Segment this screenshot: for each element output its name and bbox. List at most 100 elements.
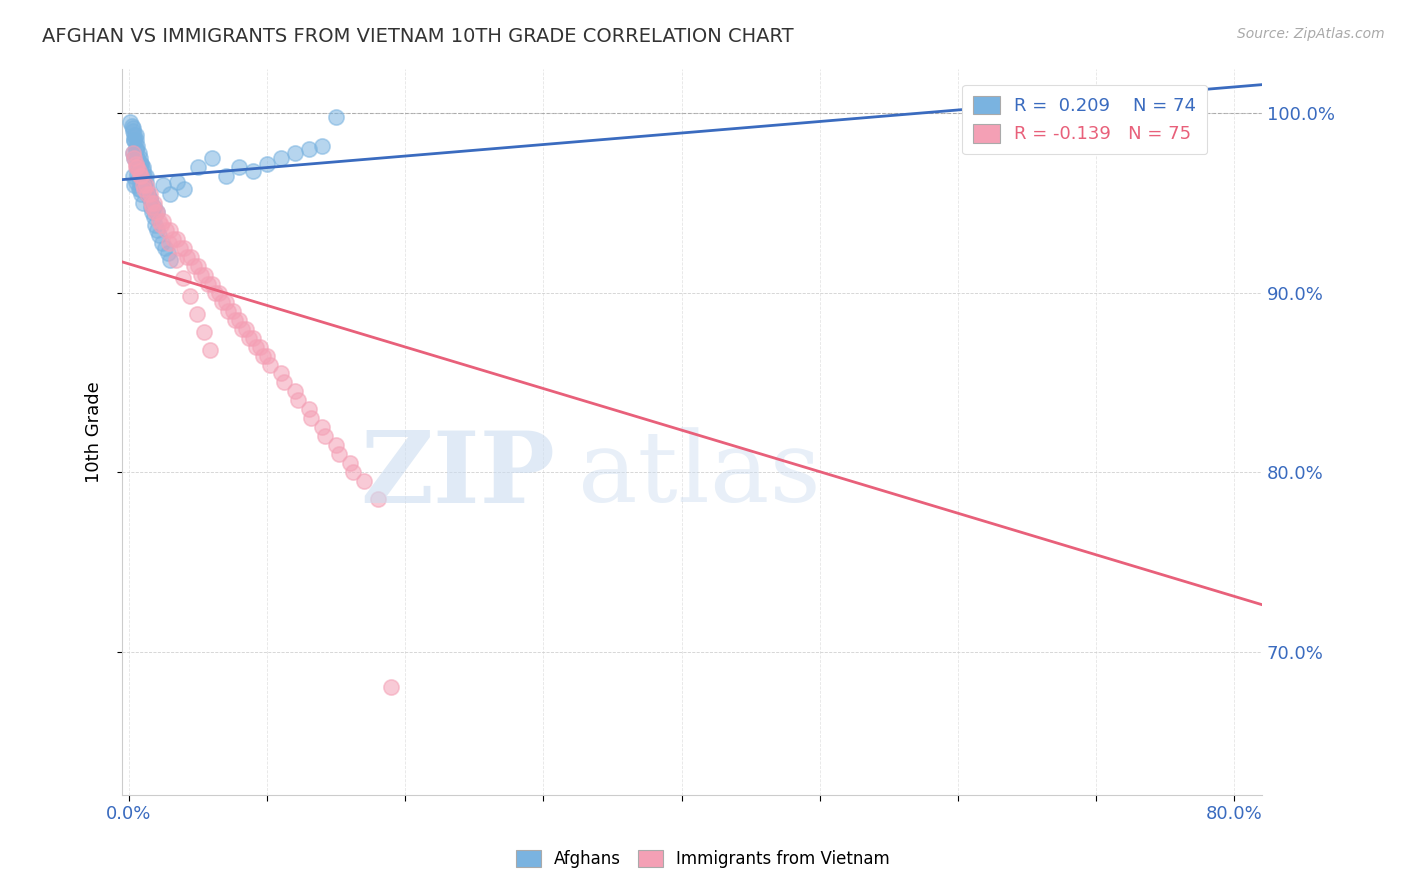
Point — [145, 205, 167, 219]
Point — [162, 232, 184, 246]
Point — [215, 169, 238, 183]
Point — [135, 187, 157, 202]
Point — [128, 163, 150, 178]
Point — [124, 128, 146, 142]
Point — [176, 250, 198, 264]
Point — [256, 349, 278, 363]
Point — [194, 268, 217, 282]
Point — [166, 232, 188, 246]
Point — [180, 250, 202, 264]
Point — [124, 151, 146, 165]
Point — [129, 182, 152, 196]
Point — [150, 235, 173, 250]
Point — [120, 115, 142, 129]
Point — [145, 205, 167, 219]
Point — [270, 151, 292, 165]
Point — [124, 151, 146, 165]
Point — [129, 169, 152, 183]
Point — [122, 169, 145, 183]
Point — [299, 411, 322, 425]
Point — [122, 120, 145, 135]
Point — [135, 175, 157, 189]
Point — [211, 294, 233, 309]
Point — [325, 110, 347, 124]
Point — [128, 163, 150, 178]
Point — [131, 156, 153, 170]
Point — [138, 193, 160, 207]
Point — [128, 182, 150, 196]
Text: Source: ZipAtlas.com: Source: ZipAtlas.com — [1237, 27, 1385, 41]
Point — [132, 196, 155, 211]
Point — [325, 438, 347, 452]
Point — [124, 133, 146, 147]
Point — [131, 187, 153, 202]
Point — [353, 474, 375, 488]
Point — [235, 321, 257, 335]
Point — [139, 200, 162, 214]
Point — [132, 163, 155, 178]
Point — [200, 343, 222, 358]
Point — [121, 119, 143, 133]
Point — [173, 241, 195, 255]
Point — [148, 228, 170, 243]
Y-axis label: 10th Grade: 10th Grade — [86, 381, 103, 483]
Point — [142, 196, 165, 211]
Point — [127, 160, 149, 174]
Point — [139, 196, 162, 211]
Point — [153, 241, 176, 255]
Point — [131, 156, 153, 170]
Point — [131, 169, 153, 183]
Point — [273, 376, 295, 390]
Point — [217, 303, 239, 318]
Point — [172, 271, 194, 285]
Point — [136, 187, 159, 202]
Point — [127, 160, 149, 174]
Point — [197, 277, 219, 291]
Point — [143, 218, 166, 232]
Point — [159, 187, 181, 202]
Point — [249, 340, 271, 354]
Point — [187, 160, 209, 174]
Point — [201, 277, 224, 291]
Point — [270, 367, 292, 381]
Point — [134, 182, 156, 196]
Point — [127, 167, 149, 181]
Point — [129, 151, 152, 165]
Point — [141, 205, 163, 219]
Point — [242, 330, 264, 344]
Point — [134, 169, 156, 183]
Point — [173, 182, 195, 196]
Point — [190, 268, 212, 282]
Point — [314, 429, 336, 443]
Point — [135, 187, 157, 202]
Point — [311, 138, 333, 153]
Point — [125, 156, 148, 170]
Point — [143, 205, 166, 219]
Point — [166, 175, 188, 189]
Point — [380, 681, 402, 695]
Point — [193, 325, 215, 339]
Point — [204, 285, 226, 300]
Point — [122, 124, 145, 138]
Point — [134, 178, 156, 193]
Point — [238, 330, 260, 344]
Point — [132, 178, 155, 193]
Point — [165, 253, 187, 268]
Point — [231, 321, 253, 335]
Point — [124, 178, 146, 193]
Point — [256, 156, 278, 170]
Point — [127, 138, 149, 153]
Point — [135, 169, 157, 183]
Point — [142, 211, 165, 225]
Point — [135, 182, 157, 196]
Point — [187, 259, 209, 273]
Point — [186, 307, 208, 321]
Point — [284, 145, 307, 160]
Point — [297, 142, 319, 156]
Point — [328, 447, 350, 461]
Text: AFGHAN VS IMMIGRANTS FROM VIETNAM 10TH GRADE CORRELATION CHART: AFGHAN VS IMMIGRANTS FROM VIETNAM 10TH G… — [42, 27, 794, 45]
Point — [297, 402, 319, 417]
Point — [152, 178, 174, 193]
Point — [125, 142, 148, 156]
Text: ZIP: ZIP — [360, 427, 555, 524]
